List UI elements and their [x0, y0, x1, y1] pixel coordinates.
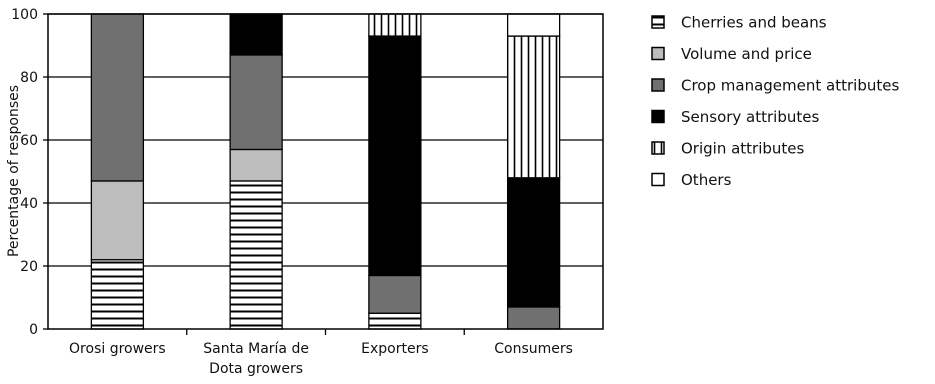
bar-segment: [506, 177, 561, 308]
bars: [90, 13, 561, 330]
y-tick-label: 0: [29, 322, 38, 338]
legend-swatch: [651, 109, 665, 124]
legend-label: Volume and price: [681, 45, 812, 63]
legend-label: Cherries and beans: [681, 14, 827, 32]
legend-swatch: [651, 172, 665, 187]
bar-segment: [90, 13, 145, 182]
legend-label: Crop management attributes: [681, 77, 899, 95]
legend-label: Origin attributes: [681, 140, 805, 158]
y-axis-title: Percentage of responses: [6, 85, 22, 257]
bar-segment: [506, 13, 561, 37]
legend-label: Sensory attributes: [681, 108, 819, 126]
bar-segment: [229, 148, 283, 182]
legend-swatch: [651, 15, 665, 29]
x-tick-label: Consumers: [494, 341, 573, 357]
bar-segment: [90, 259, 145, 330]
y-tick-label: 100: [11, 7, 38, 23]
x-tick-label: Dota growers: [209, 361, 303, 377]
y-tick-label: 40: [20, 196, 38, 212]
legend: Cherries and beans Volume and price Crop m…: [651, 14, 899, 189]
bar-segment: [368, 312, 422, 330]
bar-segment: [368, 274, 422, 314]
y-tick-label: 60: [20, 133, 38, 149]
legend-swatch: [651, 141, 665, 155]
bar-segment: [368, 35, 422, 277]
legend-swatch: [651, 46, 665, 61]
axes: [43, 13, 604, 335]
bar-segment: [506, 35, 561, 179]
tick-labels: 0 20 40 60 80 100 Orosi growers Santa María de D…: [11, 7, 573, 377]
bar-segment: [229, 13, 283, 56]
x-tick-label: Exporters: [361, 341, 429, 357]
legend-label: Others: [681, 171, 732, 189]
bar-segment: [506, 306, 561, 330]
bar-segment: [90, 180, 145, 261]
legend-swatch: [651, 78, 665, 92]
x-tick-label: Orosi growers: [69, 341, 166, 357]
y-tick-label: 20: [20, 259, 38, 275]
bar-segment: [229, 180, 283, 330]
x-tick-label: Santa María de: [203, 341, 309, 357]
bar-segment: [229, 54, 283, 151]
bar-segment: [368, 13, 422, 37]
y-tick-label: 80: [20, 70, 38, 86]
